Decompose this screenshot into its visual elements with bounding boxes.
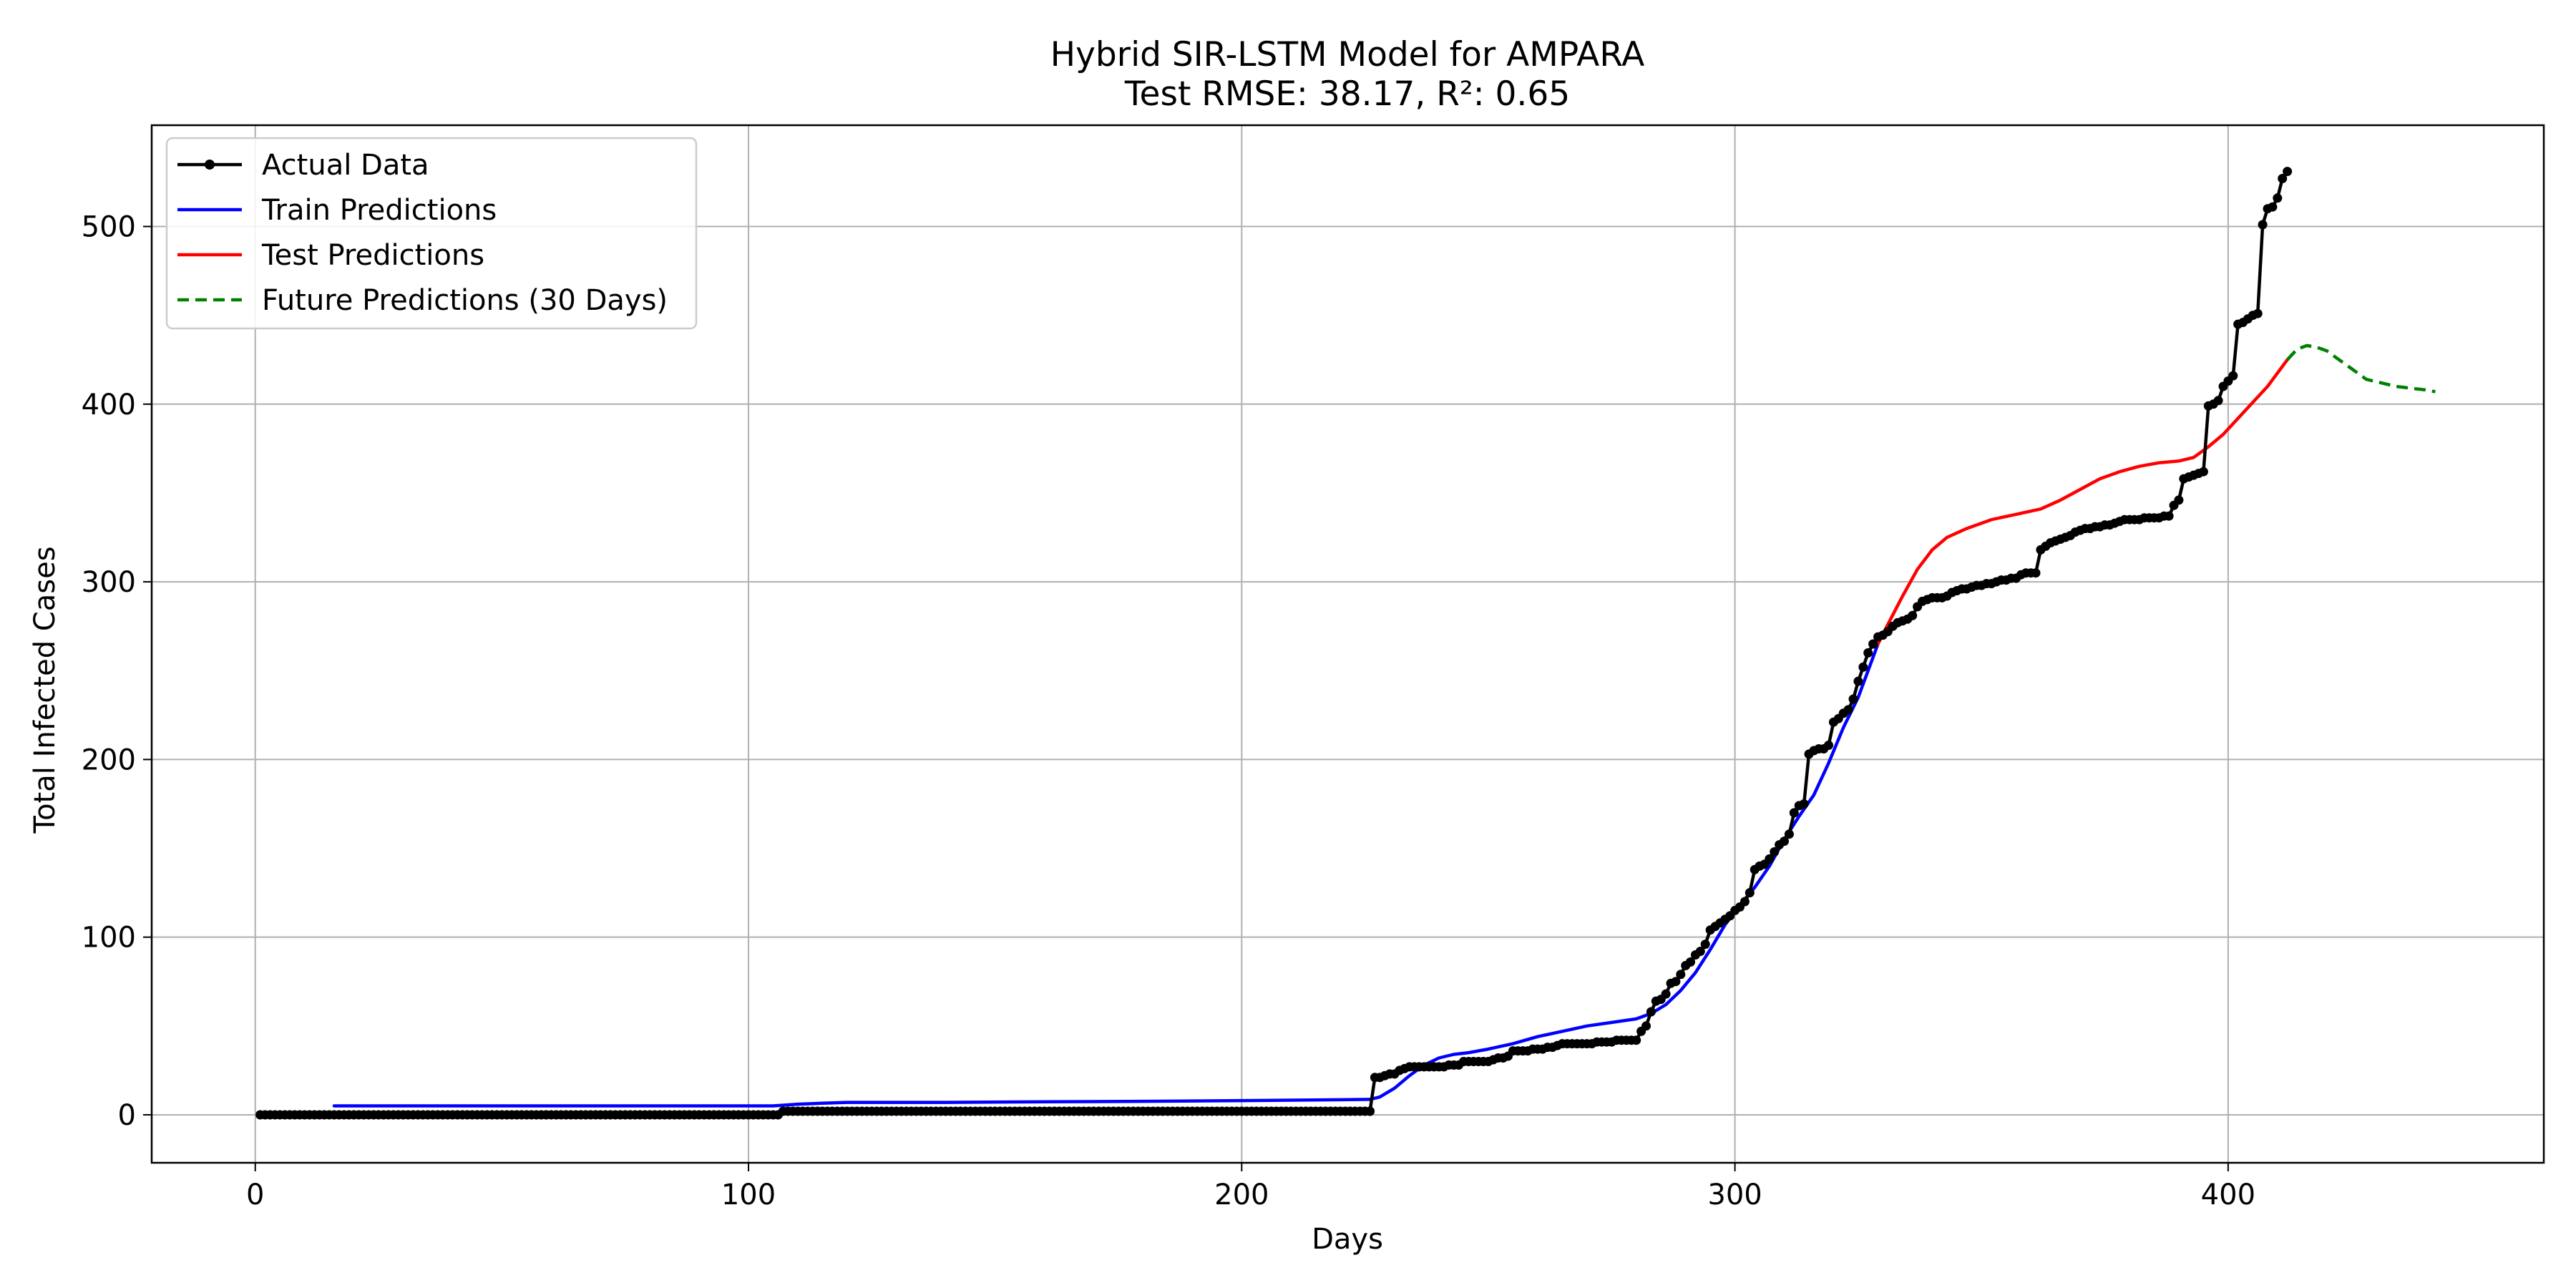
- future-predictions-line: [2285, 343, 2436, 394]
- actual-data-point: [1661, 989, 1671, 999]
- actual-data-point: [2253, 308, 2263, 318]
- y-tick-label: 400: [82, 389, 136, 421]
- actual-data-point: [2228, 371, 2238, 381]
- actual-data-point: [1843, 705, 1853, 715]
- actual-data-point: [2268, 202, 2278, 212]
- x-tick-label: 400: [2201, 1179, 2255, 1211]
- actual-data-point: [2174, 495, 2184, 505]
- actual-data-point: [1765, 854, 1775, 864]
- actual-data-point: [1740, 897, 1750, 907]
- x-tick-label: 200: [1214, 1179, 1269, 1211]
- actual-data-point: [2273, 193, 2283, 203]
- legend-box: [165, 137, 698, 330]
- actual-data-point: [1908, 610, 1918, 620]
- y-tick-label: 200: [82, 743, 136, 776]
- actual-data-point: [1824, 741, 1833, 750]
- actual-data-point: [1853, 676, 1863, 686]
- actual-data-point: [1770, 847, 1780, 857]
- actual-data-point: [1868, 639, 1878, 649]
- actual-data-point: [1641, 1021, 1651, 1031]
- y-tick-label: 0: [118, 1099, 136, 1132]
- x-tick-label: 300: [1707, 1179, 1762, 1211]
- test-predictions-line: [1876, 358, 2289, 646]
- actual-data-point: [2278, 174, 2288, 183]
- actual-data-point: [2283, 167, 2293, 177]
- actual-data-point: [2198, 467, 2208, 477]
- x-tick-label: 0: [246, 1179, 264, 1211]
- plot-frame: [150, 124, 2545, 1164]
- plot-series: [255, 167, 2436, 1120]
- actual-data-point: [1799, 799, 1809, 809]
- actual-data-point: [1646, 1007, 1656, 1017]
- y-tick-label: 300: [82, 566, 136, 599]
- actual-data-point: [1780, 836, 1789, 847]
- chart-subtitle: Test RMSE: 38.17, R²: 0.65: [1124, 74, 1570, 114]
- y-axis-label: Total Infected Cases: [29, 546, 62, 834]
- actual-data-point: [1745, 888, 1755, 898]
- x-axis-label: Days: [1312, 1223, 1383, 1256]
- axis-ticks: 0 100 200 300 400 0 100 200 300 400 500: [82, 211, 2255, 1211]
- actual-data-point: [1365, 1106, 1375, 1116]
- actual-data-point: [2031, 568, 2041, 578]
- legend-label-future-predictions: Future Predictions (30 Days): [262, 284, 668, 317]
- x-tick-label: 100: [721, 1179, 776, 1211]
- actual-data-point: [2258, 220, 2268, 230]
- y-tick-label: 100: [82, 922, 136, 955]
- chart-title: Hybrid SIR-LSTM Model for AMPARA: [1050, 35, 1645, 74]
- actual-data-point: [1784, 829, 1794, 839]
- actual-data-point: [2164, 511, 2174, 521]
- legend: Actual Data Train Predictions Test Predict…: [165, 137, 698, 330]
- legend-label-actual-data: Actual Data: [262, 149, 429, 182]
- actual-data-point: [1789, 808, 1799, 818]
- actual-data-point: [1863, 648, 1873, 658]
- actual-data-point: [2213, 396, 2223, 406]
- actual-data-point: [1700, 940, 1710, 950]
- actual-data-point: [1848, 694, 1858, 704]
- legend-marker-actual-data: [205, 160, 215, 170]
- legend-label-test-predictions: Test Predictions: [261, 239, 484, 272]
- actual-data-point: [1686, 957, 1695, 967]
- actual-data-point: [1671, 977, 1681, 987]
- legend-label-train-predictions: Train Predictions: [261, 194, 497, 227]
- actual-data-point: [1858, 662, 1868, 672]
- actual-data-point: [1695, 947, 1705, 956]
- y-tick-label: 500: [82, 211, 136, 244]
- actual-data-point: [1631, 1035, 1641, 1045]
- actual-data-point: [1676, 970, 1686, 980]
